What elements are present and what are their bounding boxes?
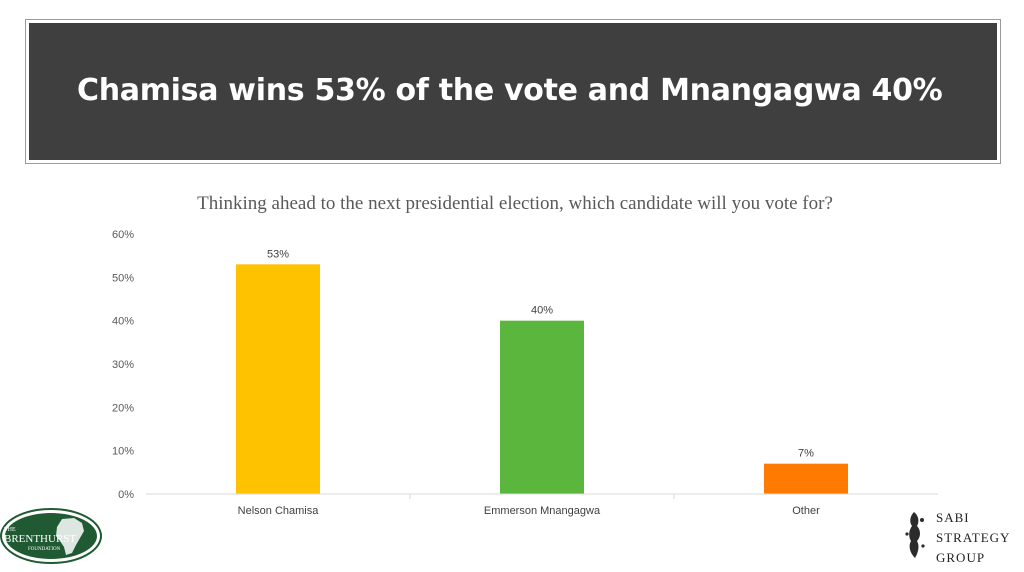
x-tick-label: Nelson Chamisa <box>238 505 320 517</box>
brenthurst-main-text: BRENTHURST <box>4 533 76 545</box>
bar-data-label: 40% <box>531 305 553 317</box>
banner-title: Chamisa wins 53% of the vote and Mnangag… <box>77 73 943 108</box>
y-tick-label: 20% <box>112 402 134 414</box>
bar <box>500 320 584 494</box>
y-tick-label: 50% <box>112 272 134 284</box>
y-tick-label: 30% <box>112 359 134 371</box>
sabi-line-3: GROUP <box>936 550 986 565</box>
brenthurst-logo: THE BRENTHURST FOUNDATION <box>0 508 102 564</box>
sabi-line-2: STRATEGY <box>936 530 1011 545</box>
bar-data-label: 53% <box>267 248 289 260</box>
brenthurst-sub-text: FOUNDATION <box>28 547 61 552</box>
bar-data-label: 7% <box>798 448 814 460</box>
brenthurst-top-text: THE <box>4 527 16 533</box>
y-tick-label: 40% <box>112 316 134 328</box>
sabi-logo-text: SABI STRATEGY GROUP <box>936 508 1010 568</box>
x-tick-label: Other <box>792 505 820 517</box>
y-tick-label: 60% <box>112 229 134 241</box>
sabi-line-1: SABI <box>936 510 970 525</box>
chart-title: Thinking ahead to the next presidential … <box>197 193 833 214</box>
sabi-emblem-icon <box>905 512 925 558</box>
bar <box>236 264 320 494</box>
y-tick-label: 0% <box>118 489 134 501</box>
x-tick-label: Emmerson Mnangagwa <box>484 505 601 517</box>
y-tick-label: 10% <box>112 446 134 458</box>
title-banner: Chamisa wins 53% of the vote and Mnangag… <box>25 19 1001 164</box>
bar <box>764 463 848 494</box>
